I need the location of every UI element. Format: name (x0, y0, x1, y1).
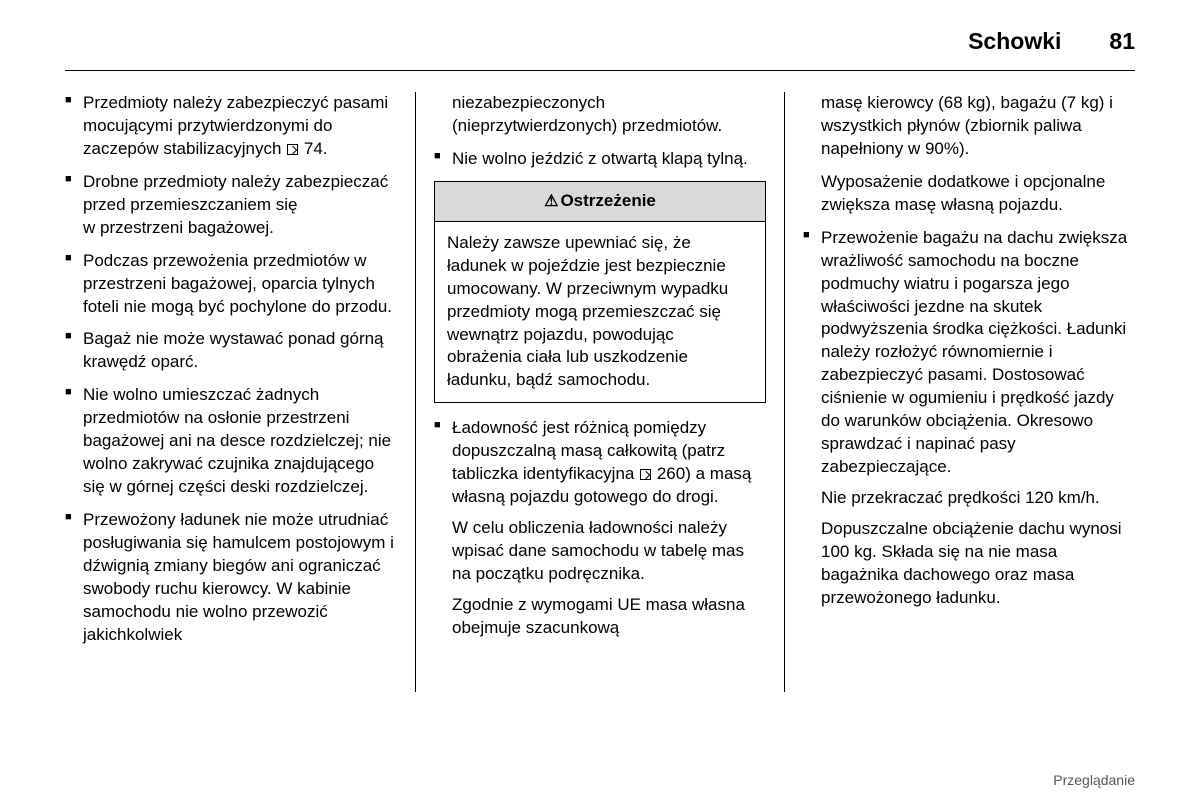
warning-title: Ostrzeżenie (560, 191, 655, 210)
header-rule (65, 70, 1135, 71)
item-text: Nie wolno umieszczać żadnych przedmiotów… (83, 385, 391, 496)
item-text: Drobne przedmioty należy zabezpieczać pr… (83, 172, 388, 237)
continuation-text: masę kierowcy (68 kg), bagażu (7 kg) i w… (803, 92, 1135, 161)
item-text: Przewożony ładunek nie może utrudniać po… (83, 510, 394, 644)
warning-icon: ⚠ (544, 191, 558, 213)
reference-icon (287, 144, 298, 155)
warning-header: ⚠Ostrzeżenie (435, 182, 765, 222)
section-title: Schowki (968, 28, 1061, 55)
list-item: Bagaż nie może wystawać ponad górną kraw… (65, 328, 397, 374)
reference-number: 74. (304, 139, 328, 158)
continuation-text: niezabezpieczonych (nieprzytwierdzonych)… (434, 92, 766, 138)
item-text: Podczas przewożenia przedmiotów w przest… (83, 251, 392, 316)
warning-body: Należy zawsze upewniać się, że ładunek w… (435, 222, 765, 403)
list-item: Drobne przedmioty należy zabezpieczać pr… (65, 171, 397, 240)
bullet-list-1: Przedmioty należy zabezpieczyć pasami mo… (65, 92, 397, 647)
bullet-list-4: Przewożenie bagażu na dachu zwiększa wra… (803, 227, 1135, 610)
sub-paragraph: Zgodnie z wymogami UE masa własna obejmu… (452, 594, 766, 640)
warning-box: ⚠Ostrzeżenie Należy zawsze upewniać się,… (434, 181, 766, 404)
list-item: Przewożony ładunek nie może utrudniać po… (65, 509, 397, 647)
item-text: Nie wolno jeździć z otwartą klapą tylną. (452, 149, 748, 168)
column-2: niezabezpieczonych (nieprzytwierdzonych)… (416, 92, 784, 762)
sub-paragraph: W celu obliczenia ładowności należy wpis… (452, 517, 766, 586)
list-item: Ładowność jest różnicą pomiędzy dopuszcz… (434, 417, 766, 639)
footer-text: Przeglądanie (1053, 772, 1135, 788)
bullet-list-2: Nie wolno jeździć z otwartą klapą tylną. (434, 148, 766, 171)
page-number: 81 (1109, 28, 1135, 55)
sub-paragraph: Dopuszczalne obciążenie dachu wynosi 100… (821, 518, 1135, 610)
content-area: Przedmioty należy zabezpieczyć pasami mo… (65, 92, 1135, 762)
list-item: Przewożenie bagażu na dachu zwiększa wra… (803, 227, 1135, 610)
list-item: Podczas przewożenia przedmiotów w przest… (65, 250, 397, 319)
list-item: Nie wolno jeździć z otwartą klapą tylną. (434, 148, 766, 171)
continuation-text: Wyposażenie dodatkowe i opcjonalne zwięk… (803, 171, 1135, 217)
item-text: Przedmioty należy zabezpieczyć pasami mo… (83, 93, 388, 158)
column-3: masę kierowcy (68 kg), bagażu (7 kg) i w… (785, 92, 1135, 762)
item-text: Przewożenie bagażu na dachu zwiększa wra… (821, 228, 1127, 476)
sub-paragraph: Nie przekraczać prędkości 120 km/h. (821, 487, 1135, 510)
item-text: Bagaż nie może wystawać ponad górną kraw… (83, 329, 384, 371)
reference-number: 260 (657, 464, 685, 483)
column-1: Przedmioty należy zabezpieczyć pasami mo… (65, 92, 415, 762)
list-item: Nie wolno umieszczać żadnych przedmiotów… (65, 384, 397, 499)
list-item: Przedmioty należy zabezpieczyć pasami mo… (65, 92, 397, 161)
bullet-list-3: Ładowność jest różnicą pomiędzy dopuszcz… (434, 417, 766, 639)
reference-icon (640, 469, 651, 480)
page-header: Schowki 81 (968, 28, 1135, 55)
